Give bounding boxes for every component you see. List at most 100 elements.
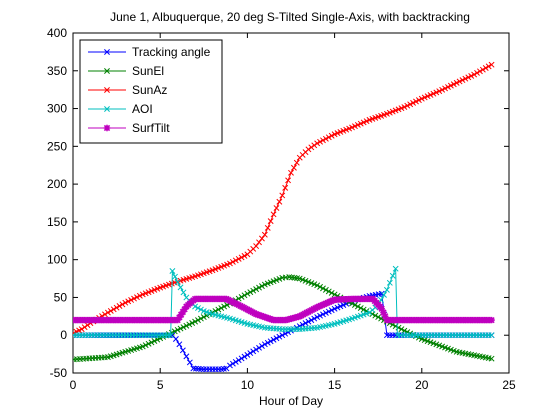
y-tick-label: 350 [47,64,67,78]
legend-item: SunEl [88,64,164,78]
data-point [238,355,245,362]
data-point [474,69,480,76]
y-tick-label: 100 [47,253,67,267]
data-point [122,299,129,306]
data-point [139,343,146,350]
data-point [311,315,318,322]
data-point [78,326,85,333]
data-point [253,346,260,353]
series-group [73,61,495,373]
data-point [407,101,414,108]
data-point [468,72,475,79]
y-tick-label: 300 [47,102,67,116]
data-point [180,324,187,331]
data-point [317,312,324,319]
data-point [241,252,248,259]
data-point [398,326,405,333]
data-point [378,297,385,303]
data-point [436,88,443,95]
data-point [299,321,306,328]
data-point [229,258,236,265]
data-point [232,257,239,264]
data-point [401,327,408,334]
data-point [256,239,262,246]
data-point [227,362,233,369]
data-point [413,98,419,105]
data-point [314,282,321,289]
data-point [273,205,280,211]
data-point [320,311,326,318]
data-point [218,305,225,311]
data-point [453,79,460,86]
data-point [378,305,385,312]
series-sunaz [73,61,495,336]
data-point [380,309,387,316]
data-point [174,279,181,286]
data-point [442,85,449,92]
data-point [439,86,446,93]
data-point [119,301,126,308]
legend-marker [104,106,110,112]
data-point [136,292,143,299]
x-tick-label: 15 [328,378,342,392]
data-point [247,350,254,357]
data-point [247,289,254,296]
data-point [471,71,478,78]
data-point [133,294,140,301]
data-point [325,134,332,141]
data-point [227,260,233,267]
legend-item: AOI [88,102,153,116]
legend-label: AOI [132,102,153,116]
legend-label: Tracking angle [132,45,211,59]
data-point [285,177,292,184]
legend-marker [104,87,110,93]
data-point [177,284,184,291]
legend-label: SunEl [132,64,164,78]
data-point [410,99,417,106]
data-point [273,335,280,342]
x-tick-label: 5 [157,378,164,392]
y-tick-label: 0 [60,328,67,342]
x-tick-label: 0 [70,378,77,392]
legend-item: SunAz [88,83,167,97]
data-point [456,78,463,85]
data-point [151,338,158,344]
data-point [169,268,176,274]
data-point [256,344,262,351]
data-point [232,358,239,365]
data-point [195,317,201,324]
data-point [172,273,178,280]
data-point [322,286,329,293]
data-point [179,347,186,354]
data-point [450,81,457,88]
data-point [404,102,411,109]
data-point [465,74,472,81]
data-point [320,137,326,144]
chart-title: June 1, Albuquerque, 20 deg S-Tilted Sin… [110,10,470,24]
data-point [110,306,117,313]
data-point [462,75,469,82]
data-point [488,355,495,362]
data-point [145,340,152,347]
data-point [302,320,309,327]
data-point [392,265,399,272]
data-point [264,339,271,346]
data-point [186,321,193,328]
data-point [84,322,91,329]
data-point [401,104,408,110]
series-surftilt [73,295,495,324]
data-point [328,307,335,314]
series-aoi [73,265,495,339]
data-point [215,306,222,313]
data-point [125,298,132,305]
x-tick-label: 25 [502,378,516,392]
data-point [375,314,382,321]
data-point [235,357,242,364]
data-point [116,303,123,309]
data-point [360,306,367,313]
data-point [476,68,483,75]
data-point [197,315,204,322]
data-point [276,198,283,205]
data-point [314,140,321,147]
